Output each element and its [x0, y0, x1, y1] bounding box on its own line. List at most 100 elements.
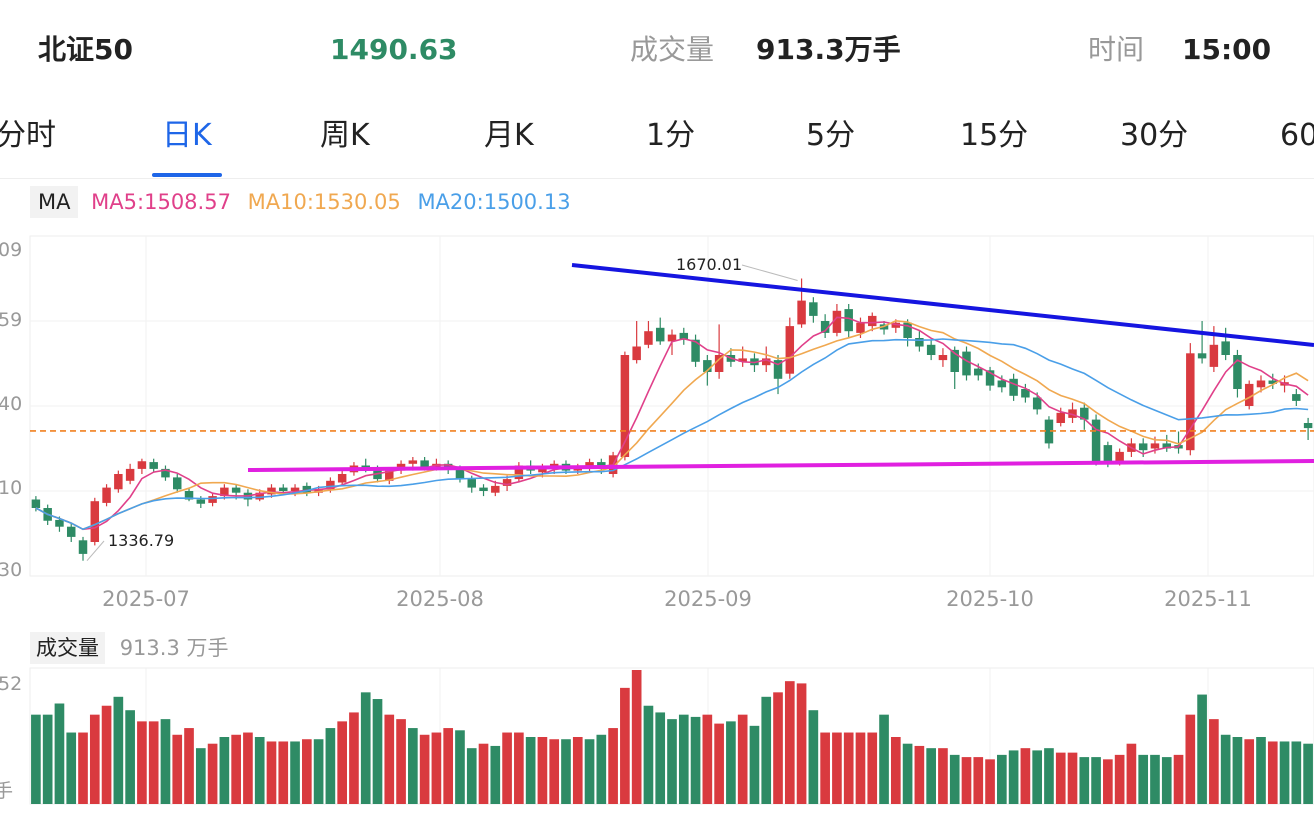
tab-5min[interactable]: 5分 — [806, 118, 856, 153]
volume-bar — [31, 714, 41, 804]
candle-body — [90, 501, 100, 542]
volume-bar — [985, 759, 995, 804]
candle-body — [1138, 443, 1148, 451]
period-tabs: 分时 日K 周K 月K 1分 5分 15分 30分 60分 — [0, 100, 1314, 178]
upper-trendline — [571, 263, 1314, 347]
candle-body — [1068, 409, 1077, 418]
volume-bar — [961, 757, 972, 804]
candle-body — [903, 322, 912, 338]
candle-body — [114, 474, 123, 490]
volume-bar — [690, 716, 701, 804]
volume-bar — [525, 737, 536, 804]
candle-body — [1080, 407, 1089, 420]
volume-bar — [902, 743, 913, 804]
volume-bar — [808, 710, 819, 804]
tab-fenshi[interactable]: 分时 — [0, 118, 56, 153]
candle-body — [125, 468, 135, 481]
tab-week-k[interactable]: 周K — [320, 118, 370, 153]
date-axis-label: 2025-07 — [102, 587, 190, 611]
candle-body — [467, 479, 476, 488]
tab-30min[interactable]: 30分 — [1120, 118, 1189, 153]
volume-value: 913.3万手 — [756, 33, 901, 66]
candle-body — [974, 368, 983, 376]
volume-bar — [949, 754, 960, 804]
candle-body — [455, 468, 465, 480]
index-price: 1490.63 — [330, 33, 458, 66]
volume-bar — [160, 719, 171, 804]
volume-bar — [42, 714, 53, 804]
price-axis-label: 09 — [0, 239, 22, 261]
date-axis-label: 2025-10 — [946, 587, 1034, 611]
candle-body — [820, 321, 830, 333]
volume-bar — [997, 754, 1007, 804]
volume-bar — [408, 728, 418, 804]
volume-bar — [1020, 748, 1031, 804]
ma5-value: MA5:1508.57 — [91, 190, 231, 214]
candle-body — [1233, 355, 1242, 389]
date-axis-label: 2025-09 — [664, 587, 752, 611]
time-label: 时间 — [1088, 33, 1145, 66]
volume-bar — [938, 748, 948, 804]
candle-body — [644, 331, 653, 345]
volume-bar — [773, 692, 783, 804]
candle-body — [149, 462, 158, 469]
candle-body — [290, 487, 300, 491]
volume-bar — [231, 734, 241, 804]
volume-bar — [219, 737, 230, 804]
candle-body — [231, 487, 241, 493]
ma20-line — [35, 338, 1309, 531]
volume-bar — [1209, 719, 1219, 804]
volume-bar — [1232, 737, 1243, 804]
candle-body — [773, 360, 783, 379]
volume-bar — [137, 721, 147, 804]
volume-bar — [1055, 752, 1066, 804]
volume-bar — [1044, 748, 1054, 804]
candle-body — [962, 351, 971, 376]
candle-body — [1103, 445, 1113, 463]
volume-bar — [278, 741, 289, 804]
volume-bar — [620, 687, 630, 804]
high-annotation-leader — [741, 264, 798, 281]
candle-body — [703, 360, 712, 372]
candle-body — [479, 487, 488, 491]
price-axis-label: 40 — [0, 393, 22, 415]
tab-60min[interactable]: 60分 — [1280, 118, 1314, 153]
volume-chip[interactable]: 成交量 — [30, 632, 105, 664]
candle-body — [1009, 378, 1018, 396]
volume-bar — [184, 728, 194, 804]
candle-body — [938, 355, 948, 361]
volume-bar — [1244, 739, 1255, 804]
candle-body — [1303, 423, 1313, 429]
volume-bar — [561, 739, 571, 804]
candle-body — [844, 309, 853, 332]
ma-chip[interactable]: MA — [30, 186, 79, 218]
candle-body — [408, 460, 418, 464]
ma20-value: MA20:1500.13 — [417, 190, 571, 214]
date-axis-label: 2025-08 — [396, 587, 484, 611]
volume-bar — [608, 728, 618, 804]
price-axis-label: 30 — [0, 559, 22, 581]
volume-bar — [1126, 743, 1137, 804]
time-value: 15:00 — [1182, 33, 1272, 66]
tab-month-k[interactable]: 月K — [484, 118, 534, 153]
tab-15min[interactable]: 15分 — [960, 118, 1029, 153]
volume-bar — [372, 699, 383, 804]
tab-day-k[interactable]: 日K — [162, 118, 212, 153]
volume-bar — [419, 734, 430, 804]
volume-bar — [702, 714, 713, 804]
candle-body — [102, 487, 111, 503]
volume-bar — [1161, 757, 1172, 804]
volume-bar — [1138, 754, 1149, 804]
volume-bar — [843, 732, 854, 804]
volume-bar — [384, 714, 395, 804]
volume-axis-label: 52 — [0, 673, 22, 695]
volume-bar — [490, 745, 501, 804]
volume-bar — [1291, 741, 1302, 804]
candle-body — [856, 322, 865, 333]
candle-body — [738, 358, 747, 362]
volume-bar — [1267, 741, 1278, 804]
volume-bar — [360, 692, 371, 804]
candle-body — [420, 460, 429, 468]
tab-1min[interactable]: 1分 — [646, 118, 696, 153]
